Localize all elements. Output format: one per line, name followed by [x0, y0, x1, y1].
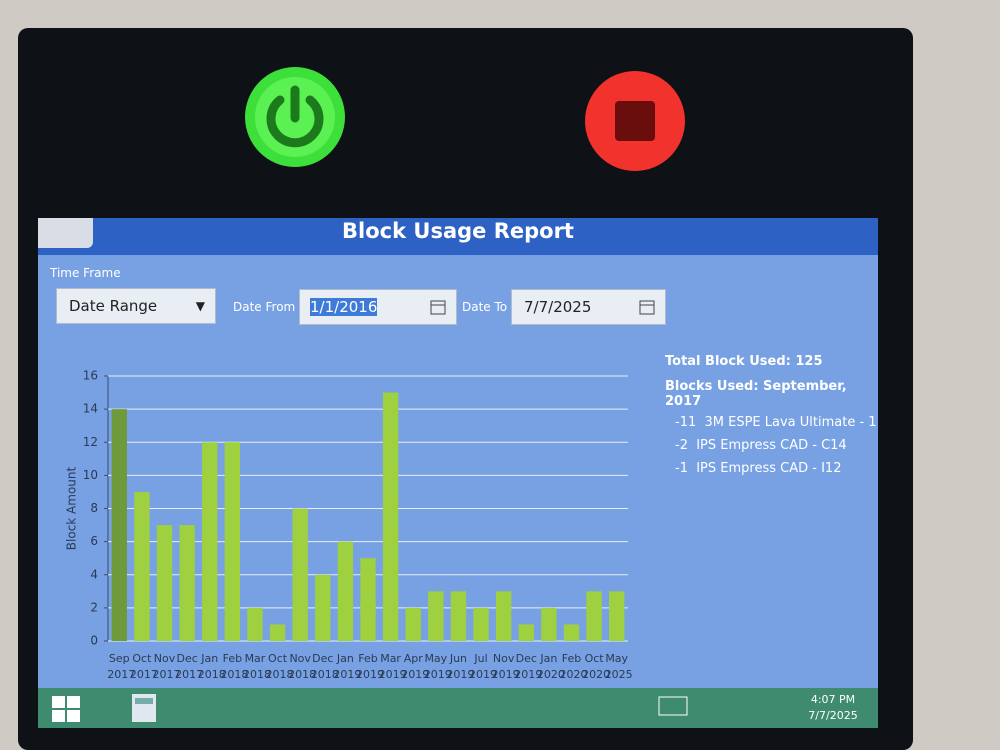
- power-button[interactable]: [240, 62, 350, 172]
- y-tick-label: 8: [90, 501, 98, 515]
- bar: [247, 607, 263, 641]
- y-tick-label: 6: [90, 534, 98, 548]
- calendar-icon: [639, 300, 655, 315]
- bar: [134, 491, 150, 641]
- x-tick-label: Nov 2017: [152, 652, 181, 681]
- bar: [405, 607, 421, 641]
- y-tick-label: 14: [83, 402, 98, 416]
- date: 7/7/2025: [808, 709, 858, 722]
- bar: [450, 591, 467, 641]
- screen: Block Usage Report Time Frame Date Range…: [38, 218, 878, 728]
- date-to-input[interactable]: 7/7/2025: [511, 289, 666, 325]
- date-to-label: Date To: [462, 300, 508, 314]
- x-tick-label: Feb 2019: [356, 652, 384, 681]
- start-button[interactable]: [52, 696, 80, 722]
- chart: Block Amount 0 2 4 6 8 10 12 14 16: [65, 369, 628, 648]
- keyboard-icon[interactable]: [658, 696, 688, 716]
- bar: [156, 525, 173, 641]
- bar: [269, 624, 286, 641]
- x-tick-label: Jan 2020: [536, 652, 565, 681]
- bar: [609, 591, 625, 641]
- back-button[interactable]: [38, 218, 93, 248]
- x-tick-label: Mar 2019: [378, 652, 407, 681]
- title: Block Usage Report: [342, 219, 574, 243]
- x-tick-label: Feb 2020: [559, 652, 588, 681]
- x-tick-label: Nov 2019: [491, 652, 520, 681]
- bar: [473, 607, 489, 641]
- taskbar: 4:07 PM 7/7/2025: [38, 688, 878, 728]
- bar: [111, 409, 127, 641]
- y-tick-label: 0: [90, 634, 98, 648]
- x-tick-label: Apr 2019: [401, 652, 430, 681]
- bar: [563, 624, 580, 641]
- summary-item: -1 IPS Empress CAD - I12: [675, 461, 842, 476]
- y-tick-label: 2: [90, 600, 98, 614]
- x-tick-label: May 2019: [423, 652, 452, 681]
- bar: [224, 442, 241, 641]
- summary-item: -2 IPS Empress CAD - C14: [675, 438, 847, 453]
- stop-button[interactable]: [580, 66, 690, 176]
- y-tick-label: 10: [83, 468, 98, 482]
- summary-item: -11 3M ESPE Lava Ultimate - 1: [675, 415, 877, 430]
- x-tick-label: Jan 2018: [197, 652, 226, 681]
- period: Blocks Used: September, 2017: [665, 379, 847, 409]
- x-tick-label: May 2025: [604, 652, 633, 681]
- dropdown-value: Date Range: [69, 297, 158, 315]
- time-frame-dropdown[interactable]: Date Range ▼: [56, 288, 216, 324]
- app-icon[interactable]: [132, 694, 156, 722]
- x-tick-label: Jun 2019: [446, 652, 475, 681]
- y-tick-label: 16: [83, 369, 98, 383]
- x-tick-label: Feb 2018: [220, 652, 249, 681]
- date-from-value: 1/1/2016: [310, 298, 378, 316]
- x-tick-label: Nov 2018: [288, 652, 317, 681]
- clock: 4:07 PM 7/7/2025: [798, 692, 868, 724]
- x-tick-label: Sep 2017: [107, 652, 136, 681]
- date-to-value: 7/7/2025: [524, 298, 592, 316]
- y-tick-label: 4: [90, 567, 98, 581]
- bar: [428, 591, 444, 641]
- x-tick-label: Dec 2018: [310, 652, 339, 681]
- y-axis-label: Block Amount: [65, 466, 79, 550]
- time-frame-label: Time Frame: [50, 266, 121, 280]
- bar: [541, 607, 557, 641]
- date-from-input[interactable]: 1/1/2016: [299, 289, 457, 325]
- x-tick-label: Dec 2019: [514, 652, 543, 681]
- title-bar: Block Usage Report: [38, 218, 878, 255]
- bar: [495, 591, 512, 641]
- bar: [518, 624, 534, 641]
- x-tick-label: Dec 2017: [175, 652, 204, 681]
- bar: [337, 541, 354, 641]
- x-tick-label: Oct 2020: [582, 652, 611, 681]
- x-tick-label: Oct 2018: [265, 652, 294, 681]
- y-tick-label: 12: [83, 435, 98, 449]
- total: Total Block Used: 125: [665, 354, 823, 369]
- x-tick-label: Jul 2019: [469, 652, 498, 681]
- bar: [315, 574, 331, 641]
- x-tick-label: Oct 2017: [129, 652, 158, 681]
- summary-panel: Total Block Used: 125 Blocks Used: Septe…: [665, 354, 877, 484]
- time: 4:07 PM: [810, 693, 856, 706]
- date-from-label: Date From: [233, 300, 296, 314]
- bar: [202, 442, 218, 641]
- bar: [586, 591, 602, 641]
- calendar-icon: [430, 300, 446, 315]
- bar: [382, 392, 399, 641]
- x-tick-label: Jan 2019: [333, 652, 362, 681]
- bar: [179, 525, 195, 641]
- x-tick-label: Mar 2018: [242, 652, 271, 681]
- bar: [360, 558, 376, 641]
- bar: [292, 508, 308, 641]
